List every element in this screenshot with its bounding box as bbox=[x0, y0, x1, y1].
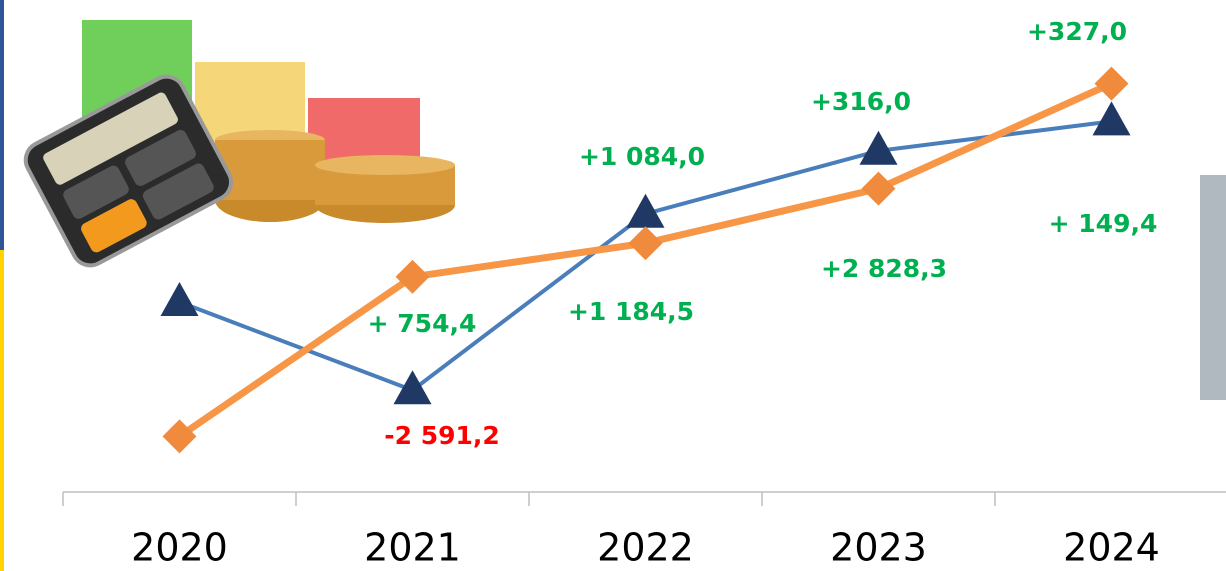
marker bbox=[395, 259, 430, 294]
marker bbox=[626, 193, 665, 228]
marker bbox=[859, 130, 898, 165]
annotation: + 149,4 bbox=[1049, 209, 1158, 238]
deco-photo bbox=[1200, 175, 1226, 400]
x-tick-label: 2023 bbox=[830, 526, 927, 570]
marker bbox=[160, 282, 199, 316]
calculator bbox=[23, 74, 233, 268]
coins bbox=[215, 130, 455, 223]
annotation: -2 591,2 bbox=[384, 421, 500, 450]
annotation: +2 828,3 bbox=[821, 254, 947, 283]
marker bbox=[393, 370, 432, 405]
x-tick-label: 2022 bbox=[597, 526, 694, 570]
x-tick-label: 2021 bbox=[364, 526, 461, 570]
left-stripe bbox=[0, 250, 4, 571]
x-tick-label: 2020 bbox=[131, 526, 228, 570]
marker bbox=[861, 171, 896, 206]
marker bbox=[1094, 66, 1129, 101]
x-tick-label: 2024 bbox=[1063, 526, 1160, 570]
annotation: +327,0 bbox=[1027, 17, 1127, 46]
marker bbox=[628, 226, 663, 261]
annotation: + 754,4 bbox=[368, 309, 477, 338]
left-stripe bbox=[0, 0, 4, 250]
marker bbox=[162, 419, 197, 454]
marker bbox=[1092, 101, 1131, 136]
annotation: +316,0 bbox=[811, 87, 911, 116]
annotation: +1 184,5 bbox=[568, 297, 694, 326]
annotation: +1 084,0 bbox=[579, 142, 705, 171]
